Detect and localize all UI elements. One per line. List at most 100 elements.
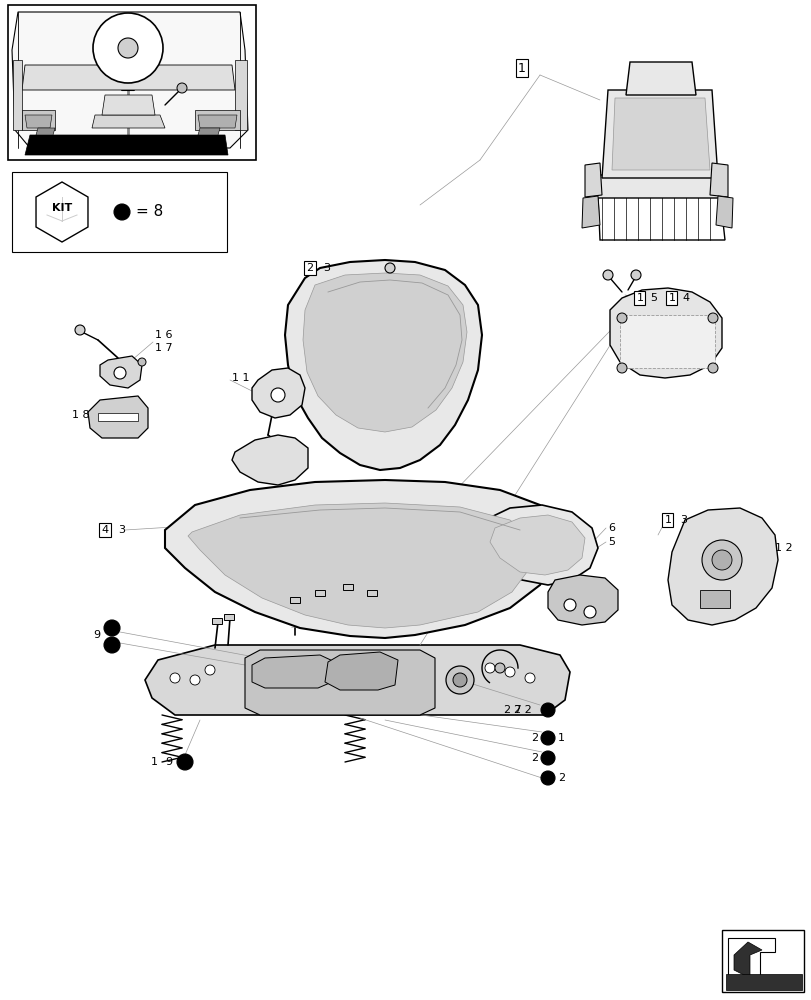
Circle shape: [616, 313, 626, 323]
Text: 2: 2: [306, 263, 313, 273]
Polygon shape: [198, 115, 237, 128]
Circle shape: [177, 754, 193, 770]
Polygon shape: [25, 135, 228, 155]
Bar: [367, 590, 376, 596]
Circle shape: [118, 38, 138, 58]
Text: 1: 1: [517, 62, 526, 75]
Text: 2 2: 2 2: [513, 705, 531, 715]
Polygon shape: [625, 62, 695, 95]
Polygon shape: [727, 938, 774, 980]
Bar: [212, 618, 221, 624]
Circle shape: [495, 663, 504, 673]
Circle shape: [384, 263, 394, 273]
Polygon shape: [25, 115, 52, 128]
Bar: [290, 597, 299, 603]
Polygon shape: [12, 12, 247, 148]
Text: 5: 5: [607, 537, 614, 547]
Text: 6: 6: [607, 523, 614, 533]
Circle shape: [204, 665, 215, 675]
Circle shape: [138, 358, 146, 366]
Text: 2: 2: [530, 733, 538, 743]
Text: 1 8: 1 8: [72, 410, 89, 420]
Circle shape: [484, 663, 495, 673]
Polygon shape: [609, 288, 721, 378]
Circle shape: [190, 675, 200, 685]
Bar: [725, 974, 801, 990]
Polygon shape: [88, 396, 148, 438]
Polygon shape: [36, 128, 55, 135]
Circle shape: [169, 673, 180, 683]
Polygon shape: [22, 110, 55, 130]
Text: 1: 1: [151, 757, 158, 767]
Polygon shape: [285, 260, 482, 470]
Circle shape: [445, 666, 474, 694]
Text: KIT: KIT: [52, 203, 72, 213]
Polygon shape: [188, 503, 534, 628]
Text: = 8: = 8: [135, 205, 163, 220]
Text: 3: 3: [679, 515, 686, 525]
Polygon shape: [102, 95, 155, 115]
Text: 1 6: 1 6: [155, 330, 172, 340]
Polygon shape: [597, 195, 724, 240]
Circle shape: [104, 637, 120, 653]
Circle shape: [707, 363, 717, 373]
Text: 4: 4: [681, 293, 689, 303]
Circle shape: [564, 599, 575, 611]
Circle shape: [616, 363, 626, 373]
Text: 9: 9: [165, 757, 172, 767]
Text: 9: 9: [92, 630, 100, 640]
Bar: [12, 172, 227, 252]
Circle shape: [540, 731, 554, 745]
Polygon shape: [303, 273, 466, 432]
Circle shape: [93, 13, 163, 83]
Polygon shape: [198, 128, 220, 135]
Text: 5: 5: [649, 293, 656, 303]
Polygon shape: [620, 315, 714, 368]
Polygon shape: [482, 505, 597, 585]
Polygon shape: [489, 515, 584, 575]
Polygon shape: [92, 115, 165, 128]
Circle shape: [540, 751, 554, 765]
Circle shape: [525, 673, 534, 683]
Polygon shape: [324, 652, 397, 690]
Text: 3: 3: [323, 263, 329, 273]
Circle shape: [702, 540, 741, 580]
Bar: [224, 614, 234, 620]
Polygon shape: [232, 435, 307, 485]
Polygon shape: [36, 182, 88, 242]
Text: 1: 1: [663, 515, 671, 525]
Polygon shape: [587, 175, 721, 198]
Text: 1 1: 1 1: [232, 373, 249, 383]
Text: 1 2: 1 2: [774, 543, 792, 553]
Circle shape: [630, 270, 640, 280]
Polygon shape: [581, 196, 599, 228]
Circle shape: [540, 703, 554, 717]
Polygon shape: [715, 196, 732, 228]
Polygon shape: [145, 645, 569, 715]
Circle shape: [114, 367, 126, 379]
Bar: [98, 413, 138, 421]
Bar: [315, 590, 324, 596]
Polygon shape: [584, 163, 601, 197]
Polygon shape: [733, 942, 761, 978]
Bar: [8, 5, 255, 160]
Text: 4: 4: [101, 525, 109, 535]
Text: 1: 1: [557, 733, 564, 743]
Polygon shape: [195, 110, 240, 130]
Circle shape: [711, 550, 731, 570]
Circle shape: [603, 270, 612, 280]
Polygon shape: [601, 90, 717, 178]
Circle shape: [75, 325, 85, 335]
Polygon shape: [251, 655, 335, 688]
Text: 1: 1: [636, 293, 642, 303]
Bar: [342, 584, 353, 590]
Circle shape: [271, 388, 285, 402]
Polygon shape: [234, 60, 247, 130]
Polygon shape: [245, 650, 435, 715]
Circle shape: [104, 620, 120, 636]
Circle shape: [540, 771, 554, 785]
Text: 2 7: 2 7: [504, 705, 521, 715]
Text: 2: 2: [530, 753, 538, 763]
Polygon shape: [611, 98, 709, 170]
Text: 2: 2: [557, 773, 564, 783]
